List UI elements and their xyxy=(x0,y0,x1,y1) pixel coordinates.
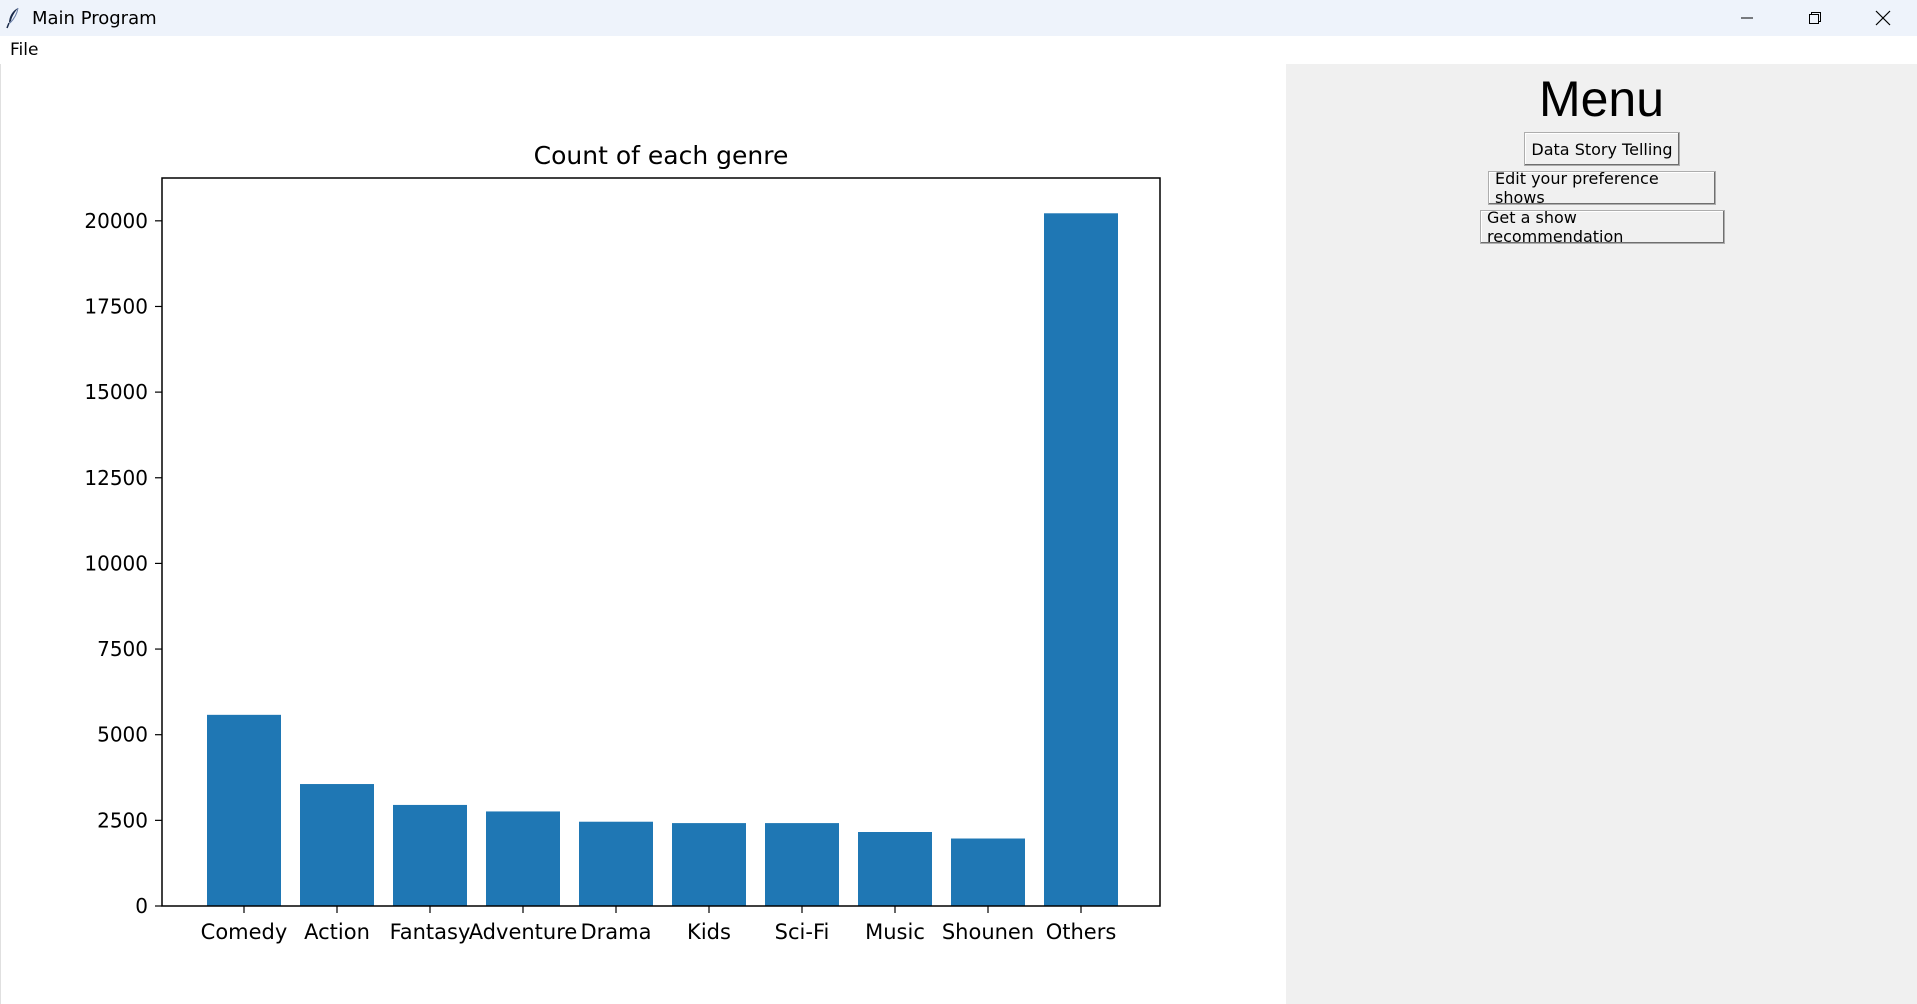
menu-bar: File xyxy=(0,36,1917,65)
bar-comedy xyxy=(207,714,281,906)
x-tick-label: Comedy xyxy=(201,920,288,944)
x-tick-label: Action xyxy=(304,920,370,944)
y-tick-label: 2500 xyxy=(97,808,148,832)
x-tick-label: Others xyxy=(1046,920,1117,944)
bar-adventure xyxy=(486,811,560,906)
y-tick-label: 0 xyxy=(135,894,148,918)
axes-frame xyxy=(161,177,1161,907)
close-button[interactable] xyxy=(1849,0,1917,36)
menu-file[interactable]: File xyxy=(10,40,39,60)
x-tick-label: Fantasy xyxy=(390,920,471,944)
x-tick-label: Drama xyxy=(581,920,652,944)
minimize-button[interactable] xyxy=(1713,0,1781,36)
x-tick-label: Adventure xyxy=(469,920,578,944)
y-tick-label: 15000 xyxy=(84,380,148,404)
chart-title: Count of each genre xyxy=(534,141,789,170)
data-story-telling-button[interactable]: Data Story Telling xyxy=(1524,132,1680,166)
y-tick-label: 5000 xyxy=(97,723,148,747)
bar-fantasy xyxy=(393,804,467,906)
minimize-icon xyxy=(1741,17,1753,19)
x-tick-label: Sci-Fi xyxy=(775,920,830,944)
y-tick-label: 12500 xyxy=(84,466,148,490)
x-tick-label: Kids xyxy=(687,920,731,944)
y-tick-label: 10000 xyxy=(84,551,148,575)
bar-shounen xyxy=(951,838,1025,906)
y-tick-label: 17500 xyxy=(84,294,148,318)
bar-sci-fi xyxy=(765,823,839,906)
show-recommendation-button[interactable]: Get a show recommendation xyxy=(1480,208,1725,246)
y-tick-label: 20000 xyxy=(84,209,148,233)
bar-drama xyxy=(579,821,653,906)
bar-kids xyxy=(672,823,746,906)
bar-action xyxy=(300,784,374,906)
side-menu-panel: Menu Data Story Telling Edit your prefer… xyxy=(1286,64,1917,1004)
menu-title: Menu xyxy=(1538,71,1665,127)
feather-app-icon xyxy=(6,7,19,29)
edit-preference-shows-button[interactable]: Edit your preference shows xyxy=(1488,169,1716,207)
window-title: Main Program xyxy=(32,7,157,29)
x-tick-label: Shounen xyxy=(942,920,1034,944)
bar-others xyxy=(1044,213,1118,906)
restore-icon xyxy=(1809,12,1821,24)
x-tick-label: Music xyxy=(865,920,925,944)
restore-button[interactable] xyxy=(1781,0,1849,36)
close-icon xyxy=(1875,10,1891,26)
plot-canvas: 0 2500 5000 7500 10000 12500 15000 17500 20000 Co… xyxy=(0,64,1286,1004)
title-bar: Main Program xyxy=(0,0,1917,36)
y-tick-label: 7500 xyxy=(97,637,148,661)
genre-bar-chart: 0 2500 5000 7500 10000 12500 15000 17500 20000 Co… xyxy=(84,141,1161,944)
bar-music xyxy=(858,832,932,906)
